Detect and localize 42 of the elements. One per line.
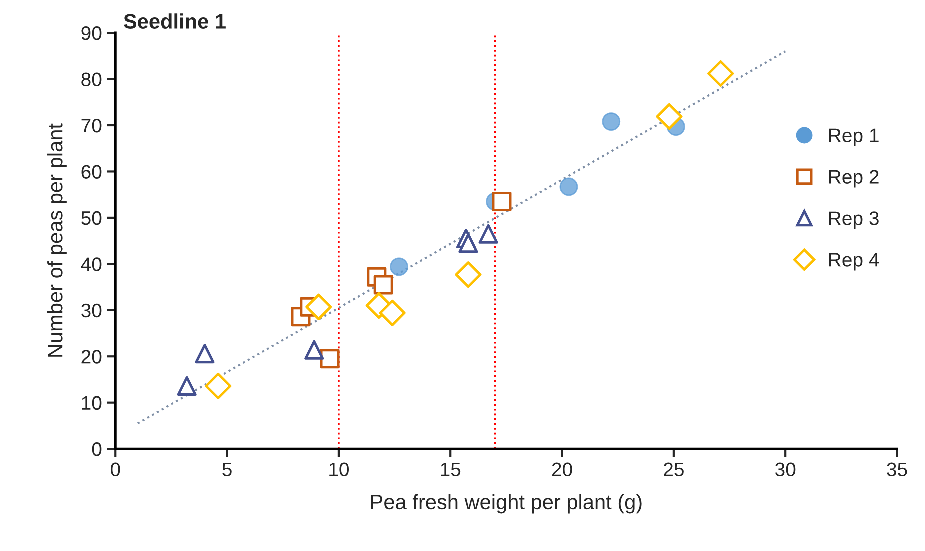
point — [205, 372, 232, 400]
point — [379, 300, 406, 326]
y-tick-label: 20 — [82, 350, 102, 364]
point — [304, 340, 324, 360]
legend-label: Rep 3 — [829, 212, 879, 230]
y-tick-label: 70 — [82, 118, 102, 133]
point — [306, 294, 332, 320]
point — [492, 192, 512, 212]
point — [455, 262, 482, 288]
point — [656, 103, 683, 130]
point — [374, 275, 394, 295]
y-axis-title: Number of peas per plant — [47, 124, 67, 357]
legend-label: Rep 4 — [829, 253, 880, 271]
legend-label: Rep 2 — [829, 170, 879, 188]
y-tick-label: 60 — [82, 165, 102, 179]
point — [177, 376, 197, 396]
y-tick-label: 0 — [92, 442, 102, 456]
chart-title: Seedline 1 — [124, 14, 226, 29]
x-tick-label: 15 — [441, 462, 461, 477]
y-tick-label: 80 — [82, 72, 102, 87]
point — [458, 234, 478, 254]
point — [195, 344, 215, 364]
point — [390, 258, 408, 276]
point — [602, 112, 621, 132]
x-tick-label: 20 — [552, 462, 572, 477]
y-tick-label: 40 — [81, 258, 102, 272]
y-tick-label: 30 — [82, 304, 102, 318]
x-axis-title: Pea fresh weight per plant (g) — [372, 494, 642, 514]
y-tick-label: 50 — [82, 211, 102, 226]
point — [560, 178, 578, 196]
y-tick-label: 90 — [82, 26, 102, 40]
point — [478, 224, 498, 244]
x-tick-label: 25 — [664, 462, 684, 477]
x-tick-label: 0 — [110, 462, 120, 477]
legend-label: Rep 1 — [829, 128, 879, 146]
point — [708, 60, 734, 88]
y-tick-label: 10 — [82, 396, 102, 410]
point — [320, 349, 340, 369]
x-tick-label: 5 — [222, 462, 232, 477]
x-tick-label: 10 — [330, 462, 349, 477]
x-tick-label: 30 — [776, 462, 796, 477]
x-tick-label: 35 — [887, 462, 908, 477]
